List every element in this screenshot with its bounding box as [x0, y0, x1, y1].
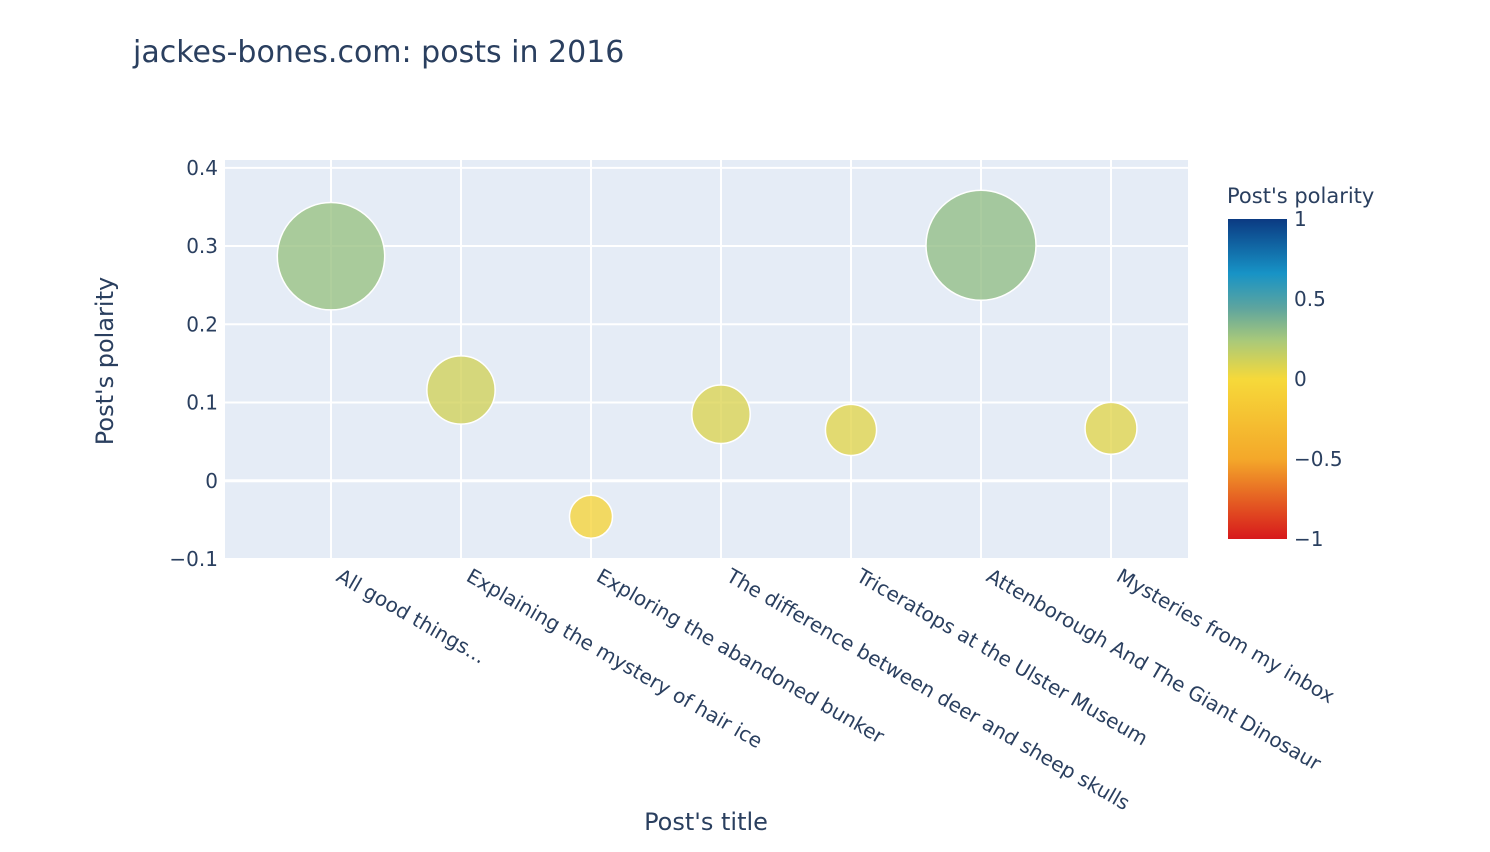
y-tick-label: 0.4: [186, 156, 218, 180]
bubble-point[interactable]: [568, 494, 614, 540]
bubble-point[interactable]: [276, 201, 386, 311]
colorbar-title: Post's polarity: [1227, 184, 1374, 208]
colorbar-tick-label: 1: [1294, 207, 1307, 231]
y-tick-label: 0.1: [186, 391, 218, 415]
bubble-point[interactable]: [824, 403, 878, 457]
y-tick-label: 0.2: [186, 312, 218, 336]
x-category-label: Mysteries from my inbox: [1113, 564, 1339, 709]
y-tick-labels: −0.1 0 0.1 0.2 0.3 0.4: [169, 156, 218, 571]
x-tick-labels: All good things...Explaining the mystery…: [333, 563, 1339, 815]
colorbar: [1228, 219, 1287, 539]
bubble-point[interactable]: [691, 384, 751, 445]
y-tick-label: 0.3: [186, 234, 218, 258]
colorbar-tick-label: −1: [1294, 527, 1323, 551]
y-axis-title: Post's polarity: [91, 277, 119, 445]
chart-title: jackes-bones.com: posts in 2016: [132, 35, 624, 70]
bubble-point[interactable]: [1084, 401, 1138, 456]
bubble-point[interactable]: [426, 355, 496, 425]
bubbles: [276, 189, 1138, 540]
colorbar-tick-labels: 1 0.5 0 −0.5 −1: [1294, 207, 1343, 551]
colorbar-tick-label: −0.5: [1294, 447, 1343, 471]
colorbar-tick-label: 0.5: [1294, 287, 1326, 311]
y-tick-label: −0.1: [169, 547, 218, 571]
colorbar-tick-label: 0: [1294, 367, 1307, 391]
x-axis-title: Post's title: [644, 808, 768, 836]
y-tick-label: 0: [205, 469, 218, 493]
bubble-point[interactable]: [925, 189, 1037, 302]
